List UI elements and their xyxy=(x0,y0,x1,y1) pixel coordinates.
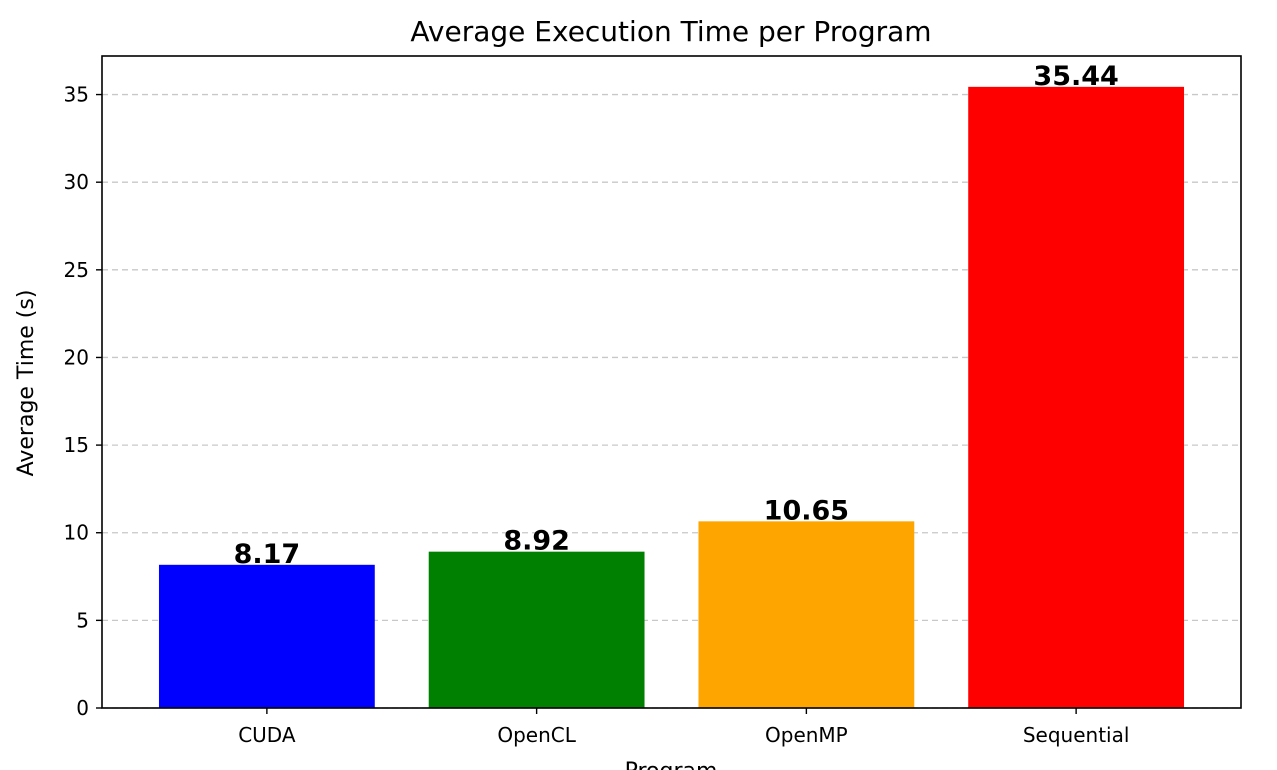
data-label-layer: 8.17 8.92 10.65 35.44 xyxy=(234,61,1119,570)
data-label: 8.17 xyxy=(234,539,301,570)
x-tick-label: OpenMP xyxy=(765,723,848,747)
chart-title: Average Execution Time per Program xyxy=(410,15,931,48)
y-tick-label: 15 xyxy=(64,433,89,457)
y-axis-label: Average Time (s) xyxy=(14,290,39,477)
y-tick-label: 30 xyxy=(64,170,89,194)
y-tick-label: 20 xyxy=(64,345,89,369)
y-tick-label: 10 xyxy=(64,521,89,545)
y-tick-label: 35 xyxy=(64,83,89,107)
plot-frame xyxy=(101,55,1242,709)
y-tick-label: 0 xyxy=(76,696,89,720)
x-tick-label: OpenCL xyxy=(497,723,576,747)
x-axis-label: Program xyxy=(625,759,718,770)
bar-layer xyxy=(158,86,1185,709)
y-tick-label: 5 xyxy=(76,608,89,632)
bar-opencl xyxy=(428,551,645,708)
x-tick-label: CUDA xyxy=(238,723,296,747)
y-tick-label: 25 xyxy=(64,258,89,282)
bar-openmp xyxy=(698,521,915,708)
axis-layer: 0 5 10 15 20 25 30 35 CUDA OpenCL OpenMP Sequential xyxy=(64,83,1130,747)
bar-cuda xyxy=(158,564,375,708)
bar-sequential xyxy=(968,86,1185,709)
x-tick-label: Sequential xyxy=(1023,723,1130,747)
data-label: 10.65 xyxy=(764,495,849,526)
data-label: 8.92 xyxy=(503,526,570,557)
data-label: 35.44 xyxy=(1033,61,1118,92)
